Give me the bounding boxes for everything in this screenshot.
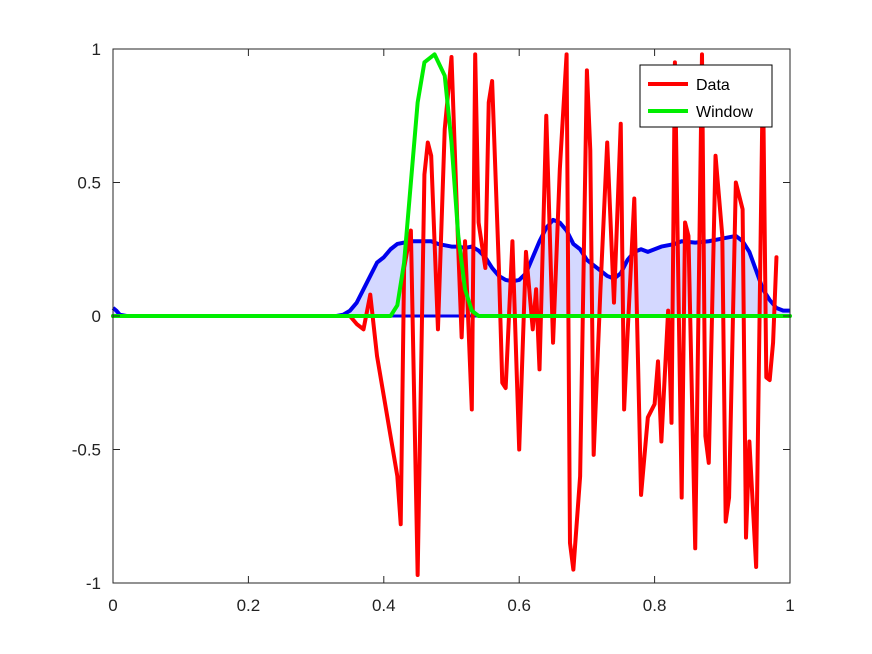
x-tick-label: 1	[785, 596, 794, 615]
series-line-window	[111, 52, 792, 318]
y-tick-label: 1	[92, 40, 101, 59]
y-tick-label: -0.5	[72, 441, 101, 460]
x-tick-label: 0.8	[643, 596, 667, 615]
x-tick-label: 0.2	[237, 596, 261, 615]
legend-label-data: Data	[696, 77, 730, 94]
x-tick-label: 0	[108, 596, 117, 615]
x-tick-label: 0.4	[372, 596, 396, 615]
y-tick-label: 0.5	[77, 174, 101, 193]
plot-area: 0 0.2 0.4 0.6 0.8 1 -1 -0.5 0 0.5 1	[72, 40, 795, 615]
ticks-layer: 0 0.2 0.4 0.6 0.8 1 -1 -0.5 0 0.5 1	[72, 40, 795, 615]
y-tick-label: -1	[86, 574, 101, 593]
series-line-data	[111, 52, 779, 577]
y-tick-label: 0	[92, 307, 101, 326]
series-layer	[111, 52, 792, 577]
legend-box	[639, 64, 773, 128]
legend-label-window: Window	[696, 104, 753, 121]
x-tick-label: 0.6	[507, 596, 531, 615]
legend: Data Window	[639, 64, 773, 128]
